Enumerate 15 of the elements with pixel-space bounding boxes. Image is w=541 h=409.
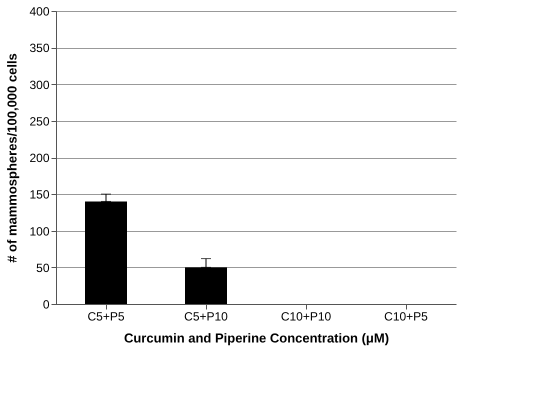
x-tick-label: C10+P5 bbox=[384, 310, 428, 324]
y-tick-label: 150 bbox=[29, 188, 50, 202]
x-tick-label: C5+P10 bbox=[184, 310, 228, 324]
y-tick-label: 200 bbox=[29, 151, 50, 165]
y-tick-label: 100 bbox=[29, 224, 50, 238]
x-axis-title: Curcumin and Piperine Concentration (μM) bbox=[124, 330, 390, 346]
y-tick-label: 400 bbox=[29, 4, 50, 18]
y-tick-label: 0 bbox=[42, 298, 50, 312]
y-tick-label: 300 bbox=[29, 78, 50, 92]
x-tick-label: C5+P5 bbox=[87, 310, 125, 324]
y-tick-label: 350 bbox=[29, 41, 50, 56]
y-axis-title: # of mammospheres/100,000 cells bbox=[4, 53, 20, 263]
x-tick-label: C10+P10 bbox=[280, 310, 332, 324]
y-tick-label: 250 bbox=[29, 114, 50, 128]
y-tick-label: 50 bbox=[36, 260, 50, 275]
